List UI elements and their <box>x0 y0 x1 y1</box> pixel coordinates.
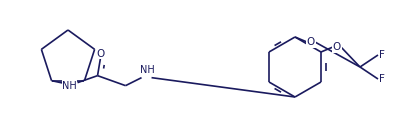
Text: O: O <box>96 49 104 59</box>
Text: NH: NH <box>140 65 155 75</box>
Text: NH: NH <box>62 81 77 91</box>
Text: O: O <box>306 37 314 47</box>
Text: O: O <box>332 42 340 52</box>
Text: F: F <box>378 50 384 60</box>
Text: F: F <box>378 74 384 84</box>
